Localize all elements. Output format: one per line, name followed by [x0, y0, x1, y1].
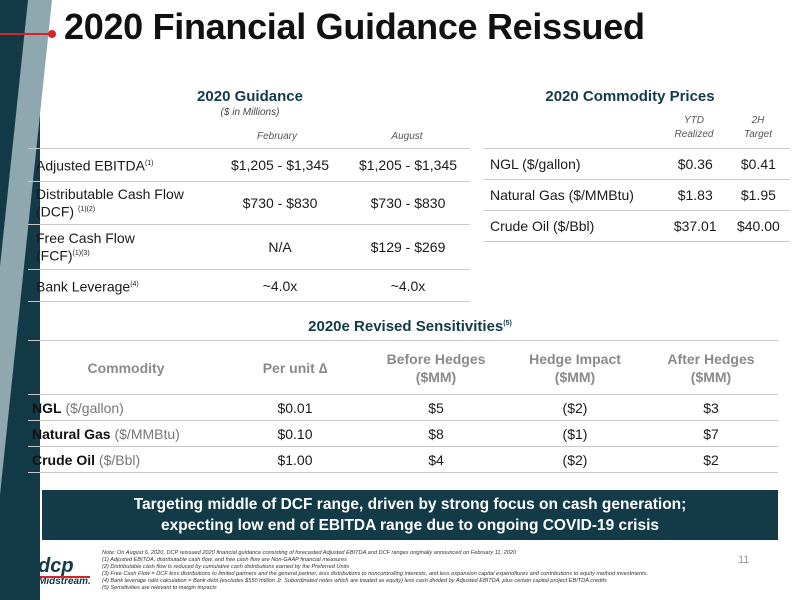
- footnote-line: (3) Free Cash Flow = DCF less distributi…: [102, 571, 649, 577]
- sens-col-per-unit: Per unit ∆: [224, 340, 366, 395]
- prices-row-label: Crude Oil ($/Bbl): [484, 210, 664, 242]
- sens-col-hedge-impact: Hedge Impact ($MM): [506, 340, 644, 395]
- sensitivities-heading: 2020e Revised Sensitivities(5): [308, 318, 512, 335]
- logo-wordmark: dcp: [38, 555, 74, 577]
- sens-impact: ($1): [506, 420, 644, 447]
- footnote-line: (2) Distributable cash flow is reduced b…: [102, 564, 350, 570]
- sens-impact: ($2): [506, 446, 644, 473]
- guidance-aug-value: $730 - $830: [342, 181, 470, 225]
- guidance-subheading: ($ in Millions): [220, 107, 280, 118]
- prices-col-target: 2H Target: [744, 115, 772, 140]
- guidance-table: Adjusted EBITDA(1) $1,205 - $1,345 $1,20…: [28, 148, 470, 302]
- prices-target-value: $1.95: [726, 179, 790, 211]
- footnote-line: (4) Bank leverage ratio calculation = Ba…: [102, 578, 607, 584]
- sens-per-unit: $0.10: [224, 420, 366, 447]
- guidance-row-dcf: Distributable Cash Flow (DCF) (1)(2) $730…: [28, 181, 470, 225]
- banner-line-1: Targeting middle of DCF range, driven by…: [133, 496, 687, 513]
- guidance-row-label: Distributable Cash Flow (DCF) (1)(2): [28, 181, 214, 225]
- page-number: 11: [738, 554, 750, 566]
- prices-table: NGL ($/gallon) $0.36 $0.41 Natural Gas (…: [484, 148, 790, 242]
- sens-after: $3: [644, 394, 778, 421]
- sens-row-natgas: Natural Gas ($/MMBtu) $0.10 $8 ($1) $7: [28, 420, 778, 447]
- sens-per-unit: $1.00: [224, 446, 366, 473]
- prices-target-value: $0.41: [726, 148, 790, 180]
- guidance-row-label: Bank Leverage(4): [28, 269, 214, 302]
- guidance-feb-value: N/A: [214, 224, 342, 270]
- guidance-col-august: August: [391, 131, 423, 142]
- guidance-row-label: Adjusted EBITDA(1): [28, 148, 214, 182]
- prices-row-crude: Crude Oil ($/Bbl) $37.01 $40.00: [484, 210, 790, 242]
- sens-row-ngl: NGL ($/gallon) $0.01 $5 ($2) $3: [28, 394, 778, 421]
- prices-row-ngl: NGL ($/gallon) $0.36 $0.41: [484, 148, 790, 180]
- sens-col-before-hedges: Before Hedges ($MM): [366, 340, 506, 395]
- prices-col-ytd: YTD Realized: [674, 115, 714, 140]
- sens-before: $4: [366, 446, 506, 473]
- sens-before: $8: [366, 420, 506, 447]
- guidance-row-ebitda: Adjusted EBITDA(1) $1,205 - $1,345 $1,20…: [28, 148, 470, 182]
- page-title: 2020 Financial Guidance Reissued: [64, 6, 645, 47]
- prices-row-label: Natural Gas ($/MMBtu): [484, 179, 664, 211]
- sens-commodity: Crude Oil ($/Bbl): [28, 446, 224, 473]
- title-accent-line: [0, 33, 52, 35]
- guidance-feb-value: ~4.0x: [214, 269, 342, 302]
- prices-ytd-value: $37.01: [663, 210, 727, 242]
- sensitivities-table: Commodity Per unit ∆ Before Hedges ($MM) …: [28, 340, 778, 473]
- guidance-row-label: Free Cash Flow (FCF)(1)(3): [28, 224, 214, 270]
- sens-commodity: Natural Gas ($/MMBtu): [28, 420, 224, 447]
- logo-red-bar: [40, 576, 90, 578]
- guidance-aug-value: $129 - $269: [342, 224, 470, 270]
- guidance-aug-value: $1,205 - $1,345: [342, 148, 470, 182]
- guidance-feb-value: $1,205 - $1,345: [214, 148, 342, 182]
- prices-row-natgas: Natural Gas ($/MMBtu) $1.83 $1.95: [484, 179, 790, 211]
- prices-ytd-value: $1.83: [663, 179, 727, 211]
- guidance-feb-value: $730 - $830: [214, 181, 342, 225]
- prices-target-value: $40.00: [726, 210, 790, 242]
- logo-subtitle: Midstream.: [38, 576, 91, 587]
- title-accent-dot: [48, 30, 56, 38]
- guidance-heading: 2020 Guidance: [197, 88, 303, 105]
- sensitivities-header-row: Commodity Per unit ∆ Before Hedges ($MM) …: [28, 340, 778, 395]
- prices-row-label: NGL ($/gallon): [484, 148, 664, 180]
- sens-commodity: NGL ($/gallon): [28, 394, 224, 421]
- sens-col-after-hedges: After Hedges ($MM): [644, 340, 778, 395]
- prices-heading: 2020 Commodity Prices: [545, 88, 715, 105]
- sens-per-unit: $0.01: [224, 394, 366, 421]
- guidance-row-leverage: Bank Leverage(4) ~4.0x ~4.0x: [28, 269, 470, 302]
- guidance-row-fcf: Free Cash Flow (FCF)(1)(3) N/A $129 - $26…: [28, 224, 470, 270]
- guidance-col-february: February: [256, 131, 297, 142]
- banner-line-2: expecting low end of EBITDA range due to…: [160, 517, 660, 534]
- sens-col-commodity: Commodity: [28, 340, 224, 395]
- sens-after: $7: [644, 420, 778, 447]
- sens-after: $2: [644, 446, 778, 473]
- company-logo: dcp Midstream.: [38, 556, 94, 590]
- sens-row-crude: Crude Oil ($/Bbl) $1.00 $4 ($2) $2: [28, 446, 778, 473]
- footnotes: Note: On August 6, 2020, DCP reissued 20…: [102, 550, 792, 592]
- footnote-line: Note: On August 6, 2020, DCP reissued 20…: [102, 550, 517, 556]
- sens-impact: ($2): [506, 394, 644, 421]
- guidance-aug-value: ~4.0x: [342, 269, 470, 302]
- sens-before: $5: [366, 394, 506, 421]
- prices-ytd-value: $0.36: [663, 148, 727, 180]
- footnote-line: (5) Sensitivities are relevant to margin…: [102, 585, 217, 591]
- key-message-banner: Targeting middle of DCF range, driven by…: [42, 490, 778, 540]
- footnote-line: (1) Adjusted EBITDA, distributable cash …: [102, 557, 347, 563]
